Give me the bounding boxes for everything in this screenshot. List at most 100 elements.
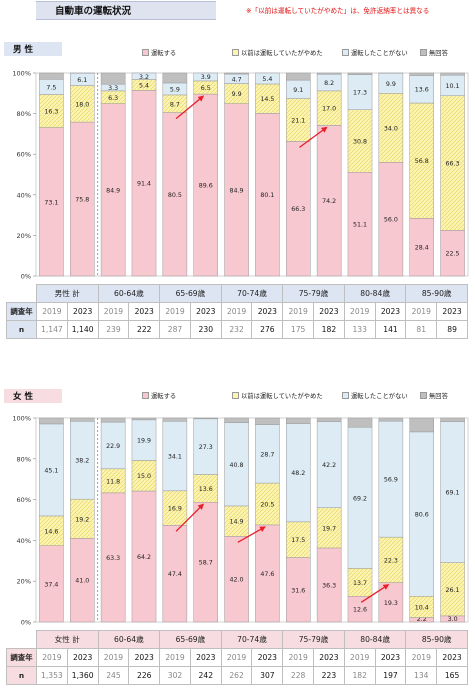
group-header: 女性 計 [36,630,99,649]
data-label-never: 3.3 [108,85,118,92]
swatch-never [342,49,349,56]
data-label-never: 28.7 [260,451,274,458]
bar-segment-drive [409,617,434,623]
bar-segment-stopped [100,90,126,104]
bar-segment-stopped [162,490,188,526]
bar-segment-never [255,72,280,85]
year-cell: 2019 [159,302,191,321]
data-label-never: 22.9 [106,443,120,450]
data-label-never: 69.1 [446,490,460,497]
data-label-drive: 36.3 [322,582,336,589]
group-header: 60-64歳 [97,284,161,303]
bar-segment-stopped [131,79,157,91]
data-label-stopped: 15.0 [137,473,151,480]
n-cell: 1,147 [36,320,68,339]
legend-label-noans: 無回答 [429,50,448,57]
data-label-never: 38.2 [75,458,89,465]
data-label-drive: 73.1 [44,199,58,206]
swatch-stopped [232,49,239,56]
n-cell: 182 [343,666,376,685]
data-label-drive: 28.4 [415,245,429,252]
bar-segment-stopped [286,521,311,558]
data-label-drive: 41.0 [75,578,89,585]
data-label-drive: 80.5 [168,192,182,199]
plot-frame [35,72,469,277]
bar-segment-stopped [440,95,465,231]
y-tick-label: 60% [17,496,31,504]
swatch-drive [142,49,149,56]
year-cell: 2019 [220,648,253,667]
n-cell: 1,360 [66,666,99,685]
year-cell: 2019 [97,648,130,667]
table-row-years: 調査年 2019 2023 2019 2023 2019 2023 2019 2023 2019 2… [6,302,468,321]
n-cell: 245 [97,666,130,685]
n-cell: 81 [405,320,438,339]
bar-segment-stopped [224,505,249,537]
data-label-drive: 64.2 [137,554,151,561]
data-label-drive: 51.1 [353,222,367,229]
data-label-stopped: 19.7 [322,525,336,532]
bar-segment-drive [347,172,373,277]
bar-segment-stopped [193,80,218,95]
bar-segment-stopped [409,596,434,618]
data-label-drive: 84.9 [106,187,120,194]
group-header: 80-84歳 [343,630,407,649]
bar-segment-drive [193,502,218,623]
data-label-never: 69.2 [353,495,367,502]
year-cell: 2019 [36,648,68,667]
data-label-never: 27.3 [199,444,213,451]
bar-segment-stopped [316,507,342,549]
year-row-header: 調査年 [6,302,37,321]
n-cell: 232 [220,320,253,339]
data-label-never: 7.5 [46,84,56,91]
data-label-never: 42.2 [322,462,336,469]
data-label-drive: 31.6 [291,587,305,594]
bar-segment-drive [224,536,249,623]
data-label-stopped: 10.4 [415,604,429,611]
swatch-noans [420,392,427,399]
bar-segment-drive [255,524,280,623]
year-cell: 2023 [313,648,345,667]
page-title: 自動車の運転状況 [55,6,132,17]
data-label-never: 40.8 [230,462,244,469]
bar-segment-noans [100,417,126,423]
bar-segment-drive [378,162,404,277]
n-cell: 302 [159,666,191,685]
y-tick-label: 60% [17,151,31,159]
year-cell: 2023 [436,302,468,321]
data-label-stopped: 26.1 [446,587,460,594]
bar-segment-drive [131,490,157,623]
n-cell: 230 [189,320,222,339]
bar-segment-drive [162,112,188,277]
data-label-never: 13.6 [415,87,429,94]
n-cell: 262 [220,666,253,685]
bar-segment-drive [39,127,64,277]
bar-segment-drive [70,121,95,277]
data-label-stopped: 20.5 [260,501,274,508]
data-label-stopped: 13.6 [199,486,213,493]
bar-segment-noans [286,417,311,424]
legend-label-drive: 運転する [151,393,177,400]
data-label-stopped: 14.9 [230,519,244,526]
n-cell: 133 [343,320,376,339]
bar-segment-noans [409,72,434,76]
data-label-drive: 22.5 [446,251,460,258]
group-header: 70-74歳 [220,284,284,303]
bar-segment-never [193,72,218,82]
group-header: 85-90歳 [405,284,468,303]
year-cell: 2023 [251,648,284,667]
data-label-drive: 80.1 [260,192,274,199]
panel-label-male: 男 性 [4,42,62,56]
data-label-never: 45.1 [44,467,58,474]
bar-segment-stopped [162,94,188,113]
year-cell: 2023 [128,302,161,321]
y-tick-label: 40% [17,191,31,199]
bar-segment-never [224,73,249,84]
data-label-drive: 89.6 [199,183,213,190]
swatch-noans [420,49,427,56]
footnote: ※「以前は運転していたがやめた」は、免許返納率とは異なる [246,7,430,15]
table-row-years: 調査年 2019 2023 2019 2023 2019 2023 2019 2023 2019 2… [6,648,468,667]
bar-segment-stopped [440,562,465,617]
bar-segment-never [193,418,218,475]
